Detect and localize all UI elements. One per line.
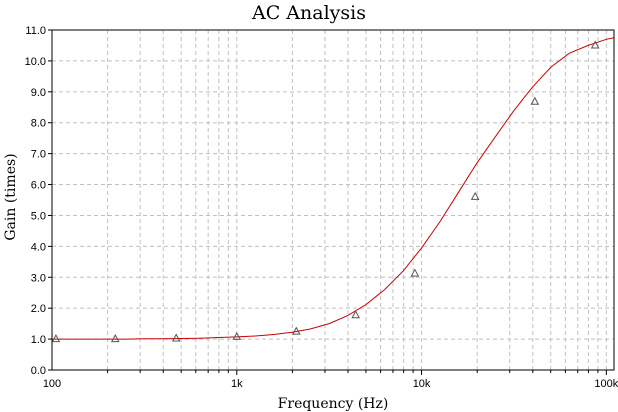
y-tick-label: 2.0 bbox=[31, 303, 46, 315]
axis-ticks: 0.0 1.0 2.0 3.0 4.0 5.0 6.0 7.0 8.0 9.0 10.0 11.0 10… bbox=[25, 25, 618, 390]
y-tick-label: 4.0 bbox=[31, 241, 46, 253]
x-tick-label: 10k bbox=[413, 378, 431, 390]
data-marker bbox=[232, 331, 242, 340]
data-marker bbox=[351, 310, 361, 319]
gain-curve bbox=[52, 37, 615, 340]
data-marker bbox=[410, 268, 420, 277]
data-marker bbox=[110, 334, 120, 343]
plot-area bbox=[51, 37, 615, 343]
data-marker bbox=[590, 40, 600, 49]
y-tick-label: 11.0 bbox=[25, 25, 46, 37]
data-marker bbox=[171, 333, 181, 342]
x-tick-label: 1k bbox=[231, 378, 243, 390]
grid bbox=[52, 30, 614, 370]
y-tick-label: 1.0 bbox=[31, 334, 46, 346]
y-tick-label: 3.0 bbox=[31, 272, 46, 284]
y-tick-label: 9.0 bbox=[31, 87, 46, 99]
y-tick-label: 6.0 bbox=[31, 180, 46, 192]
data-marker bbox=[291, 326, 301, 335]
y-tick-label: 8.0 bbox=[31, 118, 46, 130]
x-tick-label: 100k bbox=[594, 378, 618, 390]
x-tick-label: 100 bbox=[43, 378, 61, 390]
y-tick-label: 7.0 bbox=[31, 149, 46, 161]
y-tick-label: 0.0 bbox=[31, 365, 46, 377]
chart-title: AC Analysis bbox=[251, 2, 366, 24]
y-axis-label: Gain (times) bbox=[3, 153, 19, 240]
data-marker bbox=[530, 96, 540, 105]
data-marker bbox=[470, 191, 480, 200]
y-tick-label: 5.0 bbox=[31, 210, 46, 222]
y-tick-label: 10.0 bbox=[25, 56, 46, 68]
data-marker bbox=[51, 334, 61, 343]
plot-frame bbox=[51, 29, 615, 371]
x-axis-label: Frequency (Hz) bbox=[278, 396, 389, 412]
